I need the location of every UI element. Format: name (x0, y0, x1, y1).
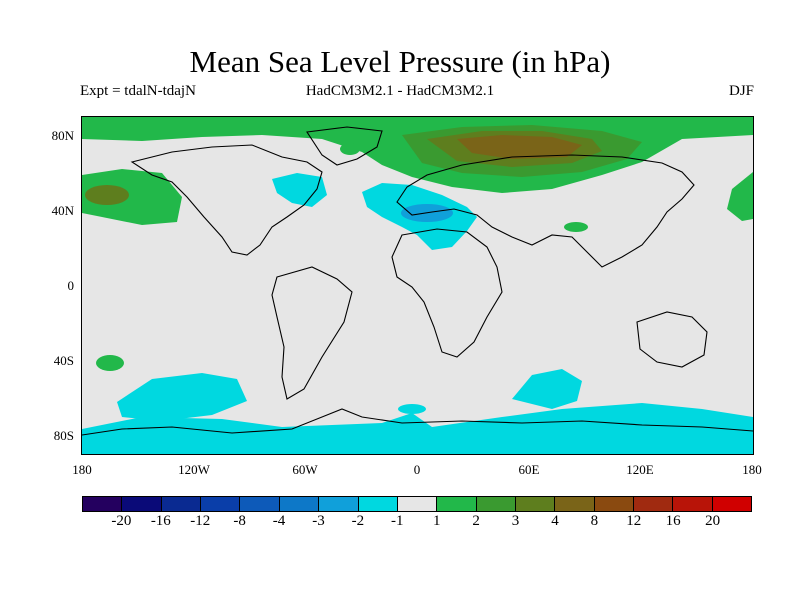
model-label: HadCM3M2.1 - HadCM3M2.1 (305, 83, 495, 99)
coastline-africa (391, 228, 503, 358)
colorbar-swatch (476, 497, 516, 511)
anomaly-fields (82, 117, 753, 454)
colorbar-swatch (358, 497, 398, 511)
colorbar-label: -1 (391, 513, 404, 529)
colorbar-swatch (279, 497, 320, 511)
coastline-australia (636, 311, 708, 368)
colorbar-swatch (122, 497, 162, 511)
lon-label-120w: 120W (178, 462, 210, 477)
colorbar-label: 16 (665, 513, 681, 529)
colorbar-label: 8 (590, 513, 599, 529)
colorbar-swatch (673, 497, 713, 511)
lat-label-equator: 0 (67, 278, 75, 293)
coastline-south-america (271, 266, 353, 400)
colorbar-label: -16 (150, 513, 171, 529)
colorbar-label: 1 (432, 513, 441, 529)
colorbar-swatch (515, 497, 556, 511)
map-title: Mean Sea Level Pressure (in hPa) (189, 44, 611, 79)
lon-label-180-east: 180 (742, 462, 762, 477)
anomaly-blob-south-pacific (96, 355, 124, 371)
coastline-greenland (306, 126, 383, 166)
season-label: DJF (728, 83, 754, 99)
anomaly-region-eurasia-8 (457, 135, 582, 159)
experiment-label: Expt = tdalN-tdajN (80, 83, 196, 99)
coastlines (82, 126, 753, 436)
colorbar-swatch (594, 497, 635, 511)
anomaly-region-antarctic (82, 403, 753, 454)
anomaly-region-southern-indian (512, 369, 582, 409)
map-canvas (82, 117, 753, 454)
anomaly-blob-south-atlantic (398, 404, 426, 414)
colorbar-swatch (712, 497, 752, 511)
colorbar-label: 20 (705, 513, 721, 529)
lon-label-120e: 120E (626, 462, 654, 477)
coastline-north-america (130, 144, 323, 256)
colorbar-label: -20 (111, 513, 132, 529)
lon-label-60e: 60E (518, 462, 540, 477)
lat-label-80n: 80N (51, 128, 74, 143)
lon-label-180-west: 180 (72, 462, 92, 477)
colorbar-swatch (161, 497, 202, 511)
colorbar-swatch (240, 497, 280, 511)
colorbar-label: 12 (626, 513, 642, 529)
anomaly-blob-tibet (564, 222, 588, 232)
coastline-eurasia (396, 154, 695, 268)
anomaly-blob-greenland (340, 143, 360, 155)
colorbar-label: 4 (551, 513, 559, 529)
colorbar-label: 2 (472, 513, 480, 529)
colorbar-label: 3 (511, 513, 520, 529)
anomaly-region-north-pacific-core (85, 185, 129, 205)
coastline-antarctica (82, 408, 753, 436)
anomaly-region-north-america (272, 173, 327, 207)
lon-label-60w: 60W (292, 462, 318, 477)
lat-label-40n: 40N (51, 203, 74, 218)
colorbar-label: -3 (312, 513, 325, 529)
colorbar-swatch (83, 497, 123, 511)
colorbar-swatch (634, 497, 674, 511)
colorbar-swatch (201, 497, 241, 511)
pressure-map (81, 116, 754, 455)
colorbar-swatch (437, 497, 477, 511)
colorbar-swatch (319, 497, 359, 511)
lon-label-0: 0 (413, 462, 421, 477)
lat-label-80s: 80S (53, 428, 74, 443)
colorbar-swatch (397, 497, 438, 511)
anomaly-region-southern-pacific (117, 373, 247, 421)
colorbar (82, 496, 752, 512)
lat-label-40s: 40S (53, 353, 74, 368)
colorbar-label: -8 (233, 513, 246, 529)
colorbar-swatch (555, 497, 595, 511)
colorbar-label: -2 (351, 513, 365, 529)
anomaly-region-east-pacific (727, 172, 753, 221)
colorbar-label: -4 (272, 513, 286, 529)
colorbar-label: -12 (190, 513, 211, 529)
anomaly-region-north-pacific (82, 169, 182, 225)
